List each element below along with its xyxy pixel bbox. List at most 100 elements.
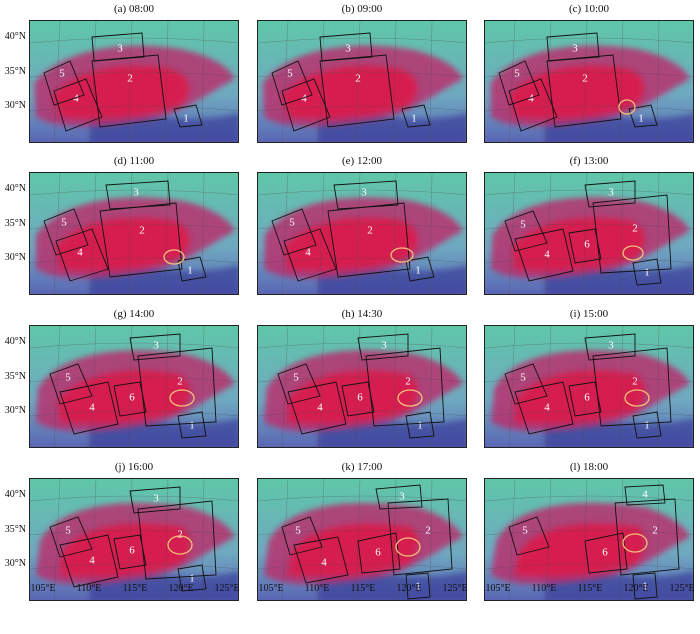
- region-box: [277, 363, 321, 405]
- region-label: 2: [177, 529, 183, 541]
- satellite-image: 1 2 3 4 5 6: [484, 325, 694, 448]
- convection-ellipse: [169, 389, 195, 407]
- region-label: 4: [544, 249, 550, 261]
- region-box: [43, 60, 85, 106]
- satellite-image: 1 2 3 4 5 6: [29, 478, 239, 601]
- convective-core: [512, 217, 645, 271]
- region-box: [327, 202, 411, 278]
- region-box: [401, 104, 431, 128]
- region-box: [99, 202, 183, 278]
- region-box: [177, 564, 207, 592]
- latitude-label: 30°N: [4, 558, 26, 569]
- latitude-label: 40°N: [4, 336, 26, 347]
- longitude-label: 120°E: [396, 583, 422, 594]
- region-label: 5: [520, 372, 526, 384]
- region-label: 4: [73, 93, 79, 105]
- graticule: [485, 173, 693, 294]
- region-box: [632, 572, 658, 600]
- region-box: [341, 381, 375, 417]
- region-box: [546, 32, 600, 62]
- region-label: 3: [381, 340, 387, 352]
- region-label: 6: [357, 392, 363, 404]
- region-box: [375, 484, 423, 510]
- region-box: [584, 333, 636, 361]
- region-label: 1: [411, 113, 417, 125]
- region-box: [584, 180, 636, 208]
- region-label: 5: [289, 217, 295, 229]
- cloud-image-svg: 1 2 3 4 5 6: [258, 479, 466, 600]
- satellite-image: 1 2 3 4 5: [29, 20, 239, 143]
- satellite-image: 1 2 4 5 6: [484, 478, 694, 601]
- longitude-label: 110°E: [76, 583, 102, 594]
- region-label: 4: [317, 402, 323, 414]
- region-box: [281, 516, 323, 556]
- convection-ellipse: [167, 535, 193, 555]
- region-box: [55, 228, 109, 282]
- region-box: [592, 194, 672, 274]
- region-box: [319, 32, 373, 62]
- region-label: 4: [544, 402, 550, 414]
- region-box: [387, 498, 453, 576]
- longitude-label: 115°E: [577, 583, 603, 594]
- panel-title: (k) 17:00: [341, 461, 383, 473]
- region-box: [592, 347, 672, 427]
- satellite-panel: (g) 14:00 1 2 3 4 5 6: [29, 308, 239, 448]
- region-box: [137, 500, 217, 580]
- region-box: [59, 381, 119, 435]
- satellite-panel: (f) 13:00 1 2 3 4 5 6: [484, 155, 694, 295]
- panel-title: (a) 08:00: [113, 3, 154, 15]
- region-label: 4: [301, 93, 307, 105]
- region-box: [614, 498, 680, 576]
- region-box: [137, 347, 217, 427]
- graticule: [30, 326, 238, 447]
- region-box: [53, 78, 103, 132]
- region-label: 3: [153, 493, 159, 505]
- region-label: 5: [65, 372, 71, 384]
- region-label: 5: [61, 217, 67, 229]
- region-box: [568, 381, 602, 417]
- longitude-label: 115°E: [350, 583, 376, 594]
- convective-core: [55, 217, 190, 271]
- region-label: 4: [528, 93, 534, 105]
- region-box: [271, 60, 313, 106]
- satellite-panel: (k) 17:00 1 2 3 4 5 6: [257, 461, 467, 601]
- region-label: 2: [127, 73, 133, 85]
- region-label: 6: [129, 392, 135, 404]
- region-label: 5: [59, 68, 65, 80]
- region-label: 3: [361, 187, 367, 199]
- region-box: [43, 208, 89, 256]
- region-label: 2: [405, 376, 411, 388]
- cloud-image-svg: 1 2 3 4 5 6: [258, 326, 466, 447]
- region-box: [357, 333, 409, 361]
- region-box: [632, 258, 662, 286]
- region-label: 2: [367, 225, 373, 237]
- convective-core: [58, 370, 190, 424]
- convection-ellipse: [618, 99, 636, 115]
- region-label: 4: [321, 557, 327, 569]
- region-label: 1: [417, 420, 423, 432]
- region-box: [271, 208, 317, 256]
- convection-ellipse: [395, 537, 421, 557]
- region-label: 6: [584, 392, 590, 404]
- latitude-label: 35°N: [4, 66, 26, 77]
- region-box: [508, 78, 558, 132]
- region-box: [177, 256, 207, 282]
- region-box: [584, 532, 628, 574]
- graticule: [485, 21, 693, 142]
- region-box: [113, 381, 147, 417]
- satellite-image: 1 2 3 4 5 6: [257, 478, 467, 601]
- region-box: [514, 228, 574, 282]
- region-label: 3: [345, 43, 351, 55]
- region-label: 4: [77, 247, 83, 259]
- latitude-label: 35°N: [4, 524, 26, 535]
- cloud-image-svg: 1 2 3 4 5: [258, 173, 466, 294]
- region-box: [49, 363, 93, 405]
- cloud-image-svg: 1 2 3 4 5: [30, 21, 238, 142]
- region-label: 6: [602, 547, 608, 559]
- satellite-image: 1 2 3 4 5: [257, 172, 467, 295]
- region-label: 2: [652, 525, 658, 537]
- satellite-panel: (j) 16:00 1 2 3 4 5 6: [29, 461, 239, 601]
- longitude-label: 125°E: [214, 583, 240, 594]
- region-box: [49, 516, 93, 558]
- convective-core: [281, 65, 418, 119]
